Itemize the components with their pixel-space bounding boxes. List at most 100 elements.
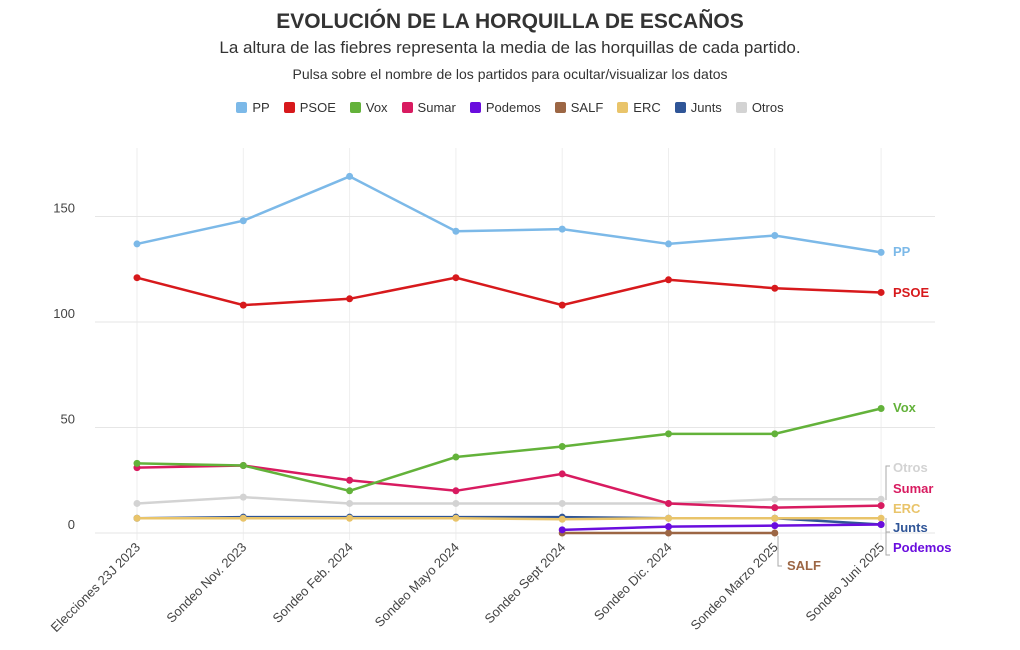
data-point-otros <box>877 495 885 503</box>
end-label-pp: PP <box>893 244 911 259</box>
data-point-pp <box>239 217 247 225</box>
data-point-pp <box>771 231 779 239</box>
data-point-vox <box>452 453 460 461</box>
data-point-otros <box>239 493 247 501</box>
data-point-vox <box>558 442 566 450</box>
data-point-psoe <box>771 284 779 292</box>
end-label-vox: Vox <box>893 400 917 415</box>
data-point-pp <box>452 227 460 235</box>
series-line-vox <box>136 407 882 493</box>
legend-item-sumar[interactable]: Sumar <box>401 100 456 115</box>
data-point-psoe <box>346 295 354 303</box>
data-point-psoe <box>452 274 460 282</box>
data-point-sumar <box>771 504 779 512</box>
legend-item-salf[interactable]: SALF <box>554 100 604 115</box>
series-line-psoe <box>136 276 882 307</box>
data-point-pp <box>133 240 141 248</box>
data-point-erc <box>665 514 672 522</box>
data-point-otros <box>452 499 460 507</box>
data-point-vox <box>771 430 779 438</box>
legend-label: Podemos <box>485 100 541 115</box>
legend-swatch <box>401 102 413 113</box>
data-point-podemos <box>771 522 779 530</box>
data-point-psoe <box>133 274 141 282</box>
legend-item-psoe[interactable]: PSOE <box>283 100 336 115</box>
data-point-otros <box>771 495 779 503</box>
series-line-pp <box>136 175 882 254</box>
legend-label: PP <box>252 100 270 115</box>
legend-item-pp[interactable]: PP <box>236 100 270 115</box>
data-point-sumar <box>558 470 566 478</box>
data-point-sumar <box>346 476 354 484</box>
data-point-erc <box>877 514 885 522</box>
data-point-vox <box>346 487 354 495</box>
data-point-otros <box>558 499 566 507</box>
end-label-podemos: Podemos <box>893 540 952 555</box>
end-label-salf: SALF <box>787 558 821 573</box>
legend-label: Sumar <box>417 100 456 115</box>
legend-swatch <box>735 102 747 113</box>
end-label-psoe: PSOE <box>893 285 929 300</box>
data-point-psoe <box>877 288 885 296</box>
legend-swatch <box>469 102 481 113</box>
data-point-vox <box>133 459 141 467</box>
end-label-otros: Otros <box>893 460 928 475</box>
legend-label: Junts <box>690 100 722 115</box>
data-point-pp <box>665 240 672 248</box>
data-point-otros <box>346 499 354 507</box>
legend-label: Vox <box>365 100 388 115</box>
legend-item-podemos[interactable]: Podemos <box>469 100 541 115</box>
data-point-vox <box>239 461 247 469</box>
legend-item-otros[interactable]: Otros <box>735 100 784 115</box>
series-line-sumar <box>136 464 882 509</box>
data-point-psoe <box>239 301 247 309</box>
legend-item-junts[interactable]: Junts <box>674 100 722 115</box>
series-line-podemos <box>562 523 882 532</box>
legend-label: SALF <box>570 100 604 115</box>
data-point-pp <box>346 172 354 180</box>
data-point-podemos <box>665 523 672 531</box>
data-point-psoe <box>665 276 672 284</box>
label-connector <box>885 465 890 556</box>
legend-swatch <box>617 102 629 113</box>
y-tick-label: 0 <box>68 517 75 532</box>
y-tick-label: 50 <box>61 412 75 427</box>
legend-item-vox[interactable]: Vox <box>349 100 388 115</box>
legend-swatch <box>349 102 361 113</box>
data-point-podemos <box>877 521 885 529</box>
chart-title: EVOLUCIÓN DE LA HORQUILLA DE ESCAÑOS <box>276 10 744 33</box>
data-point-salf <box>665 529 672 537</box>
data-point-sumar <box>877 502 885 510</box>
data-point-erc <box>346 514 354 522</box>
chart-subtitle: La altura de las fiebres representa la m… <box>219 38 801 57</box>
legend-label: ERC <box>633 100 661 115</box>
data-point-otros <box>133 499 141 507</box>
legend-swatch <box>554 102 566 113</box>
legend-item-erc[interactable]: ERC <box>617 100 661 115</box>
legend-label: Otros <box>751 100 784 115</box>
data-point-erc <box>558 515 566 523</box>
data-point-podemos <box>558 526 566 534</box>
data-point-psoe <box>558 301 566 309</box>
label-connector <box>777 536 782 567</box>
series-line-erc <box>137 516 882 521</box>
legend-label: PSOE <box>299 100 336 115</box>
x-tick-label: Sondeo Marzo 2025 <box>688 540 781 633</box>
chart-hint: Pulsa sobre el nombre de los partidos pa… <box>292 66 728 82</box>
y-tick-label: 150 <box>53 201 75 216</box>
data-point-erc <box>239 514 247 522</box>
series-line-otros <box>136 495 882 505</box>
x-tick-label: Sondeo Sept 2024 <box>482 540 569 627</box>
end-label-sumar: Sumar <box>893 481 933 496</box>
data-point-erc <box>133 514 141 522</box>
data-point-vox <box>877 405 885 413</box>
y-tick-label: 100 <box>53 306 75 321</box>
legend-swatch <box>674 102 686 113</box>
data-point-erc <box>452 514 460 522</box>
data-point-erc <box>771 514 779 522</box>
x-tick-label: Sondeo Juni 2025 <box>803 540 888 625</box>
data-point-pp <box>877 248 885 256</box>
legend-swatch <box>283 102 295 113</box>
data-point-sumar <box>665 499 672 507</box>
